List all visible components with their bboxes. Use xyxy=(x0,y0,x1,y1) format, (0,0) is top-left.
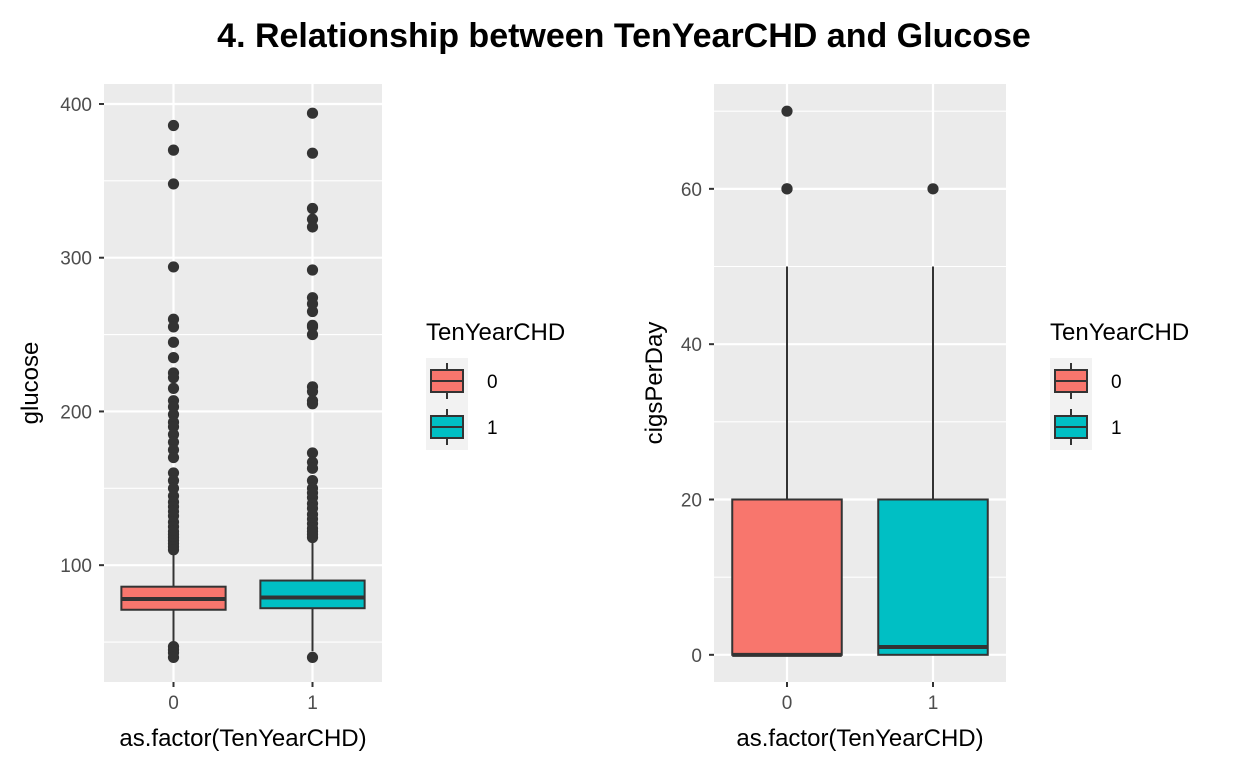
outlier-point xyxy=(927,183,939,195)
outlier-point xyxy=(306,213,319,225)
outlier-point xyxy=(306,298,319,310)
outlier-point xyxy=(306,398,319,410)
y-tick-label: 0 xyxy=(691,646,702,667)
y-axis-title: glucose xyxy=(17,342,44,425)
x-tick-label: 1 xyxy=(928,693,939,714)
box xyxy=(731,498,843,656)
outlier-point xyxy=(306,385,319,398)
x-tick-label: 1 xyxy=(307,693,318,714)
outlier-point xyxy=(167,382,180,394)
box-group-0 xyxy=(731,105,843,657)
outlier-point xyxy=(306,107,319,119)
legend: TenYearCHD 0 1 xyxy=(1050,319,1189,450)
panel-cigsperday: 0 20 40 60 0 1 as.factor(TenYearCHD) cigsPerDay… xyxy=(641,84,1189,752)
outlier-point xyxy=(167,401,180,413)
y-tick-label: 100 xyxy=(60,556,92,577)
outlier-point xyxy=(306,147,319,159)
legend: TenYearCHD 0 1 xyxy=(426,319,565,450)
outlier-point xyxy=(306,462,319,474)
outlier-point xyxy=(167,372,180,384)
outlier-point xyxy=(167,321,180,333)
outlier-point xyxy=(167,428,180,441)
outlier-point xyxy=(306,651,319,664)
outlier-point xyxy=(167,408,180,421)
outlier-point xyxy=(167,261,180,273)
legend-label: 0 xyxy=(487,372,498,393)
y-tick-label: 40 xyxy=(681,335,702,356)
y-tick-label: 400 xyxy=(60,95,92,116)
outlier-point xyxy=(306,221,319,233)
outlier-point xyxy=(167,421,180,433)
outlier-point xyxy=(167,467,180,479)
panel-glucose: 100 200 300 400 0 1 as.factor(TenYearCHD) gluco… xyxy=(17,84,565,752)
y-tick-label: 200 xyxy=(60,402,92,423)
box-group-1 xyxy=(259,107,366,664)
outlier-point xyxy=(306,447,319,459)
box-group-0 xyxy=(120,119,227,664)
legend-label: 1 xyxy=(487,418,498,439)
legend-label: 0 xyxy=(1111,372,1122,393)
outlier-point xyxy=(167,336,180,348)
y-tick-label: 300 xyxy=(60,249,92,270)
outlier-point xyxy=(167,444,180,456)
x-tick-label: 0 xyxy=(782,693,793,714)
x-axis-title: as.factor(TenYearCHD) xyxy=(119,725,366,752)
outlier-point xyxy=(167,482,180,494)
x-tick-label: 0 xyxy=(168,693,179,714)
x-axis-title: as.factor(TenYearCHD) xyxy=(736,725,983,752)
outlier-point xyxy=(167,544,180,556)
outlier-point xyxy=(306,305,319,318)
outlier-point xyxy=(167,436,180,448)
outlier-point xyxy=(167,651,180,664)
y-axis-title: cigsPerDay xyxy=(641,322,668,445)
box-group-1 xyxy=(877,183,989,656)
outlier-point xyxy=(306,531,319,544)
outlier-point xyxy=(167,451,180,464)
outlier-point xyxy=(306,202,319,215)
box xyxy=(877,498,989,656)
box xyxy=(259,579,366,610)
outlier-point xyxy=(167,352,180,364)
chart-title: 4. Relationship between TenYearCHD and G… xyxy=(217,17,1031,55)
legend-title: TenYearCHD xyxy=(1050,319,1189,346)
outlier-point xyxy=(167,144,180,156)
outlier-point xyxy=(306,264,319,276)
outlier-point xyxy=(167,119,180,132)
y-tick-label: 20 xyxy=(681,490,702,511)
legend-label: 1 xyxy=(1111,418,1122,439)
legend-title: TenYearCHD xyxy=(426,319,565,346)
y-tick-label: 60 xyxy=(681,180,702,201)
outlier-point xyxy=(306,475,319,487)
outlier-point xyxy=(167,475,180,487)
outlier-point xyxy=(306,328,319,341)
outlier-point xyxy=(781,183,793,195)
outlier-point xyxy=(781,105,793,117)
outlier-point xyxy=(167,178,180,190)
outlier-point xyxy=(167,313,180,325)
outlier-point xyxy=(306,321,319,333)
